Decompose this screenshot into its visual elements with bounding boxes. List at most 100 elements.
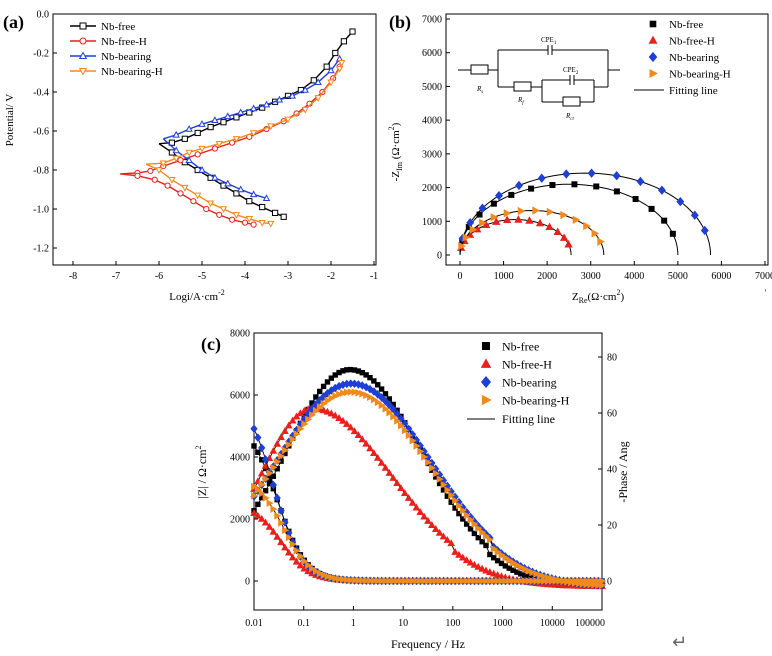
- panel-c-impedance-point: [257, 514, 266, 522]
- panel-c-left-y-tick-label: 0: [245, 577, 250, 588]
- panel-c-phase-point: [564, 578, 572, 586]
- panel-c-phase-point: [514, 561, 522, 569]
- panel-c-phase-point: [381, 396, 390, 406]
- panel-c-legend-marker: [481, 394, 492, 406]
- panel-c-impedance-point: [292, 557, 301, 565]
- panel-a-data-point: [236, 185, 245, 193]
- panel-c-phase-point: [479, 528, 487, 537]
- panel-c-phase-point: [544, 573, 553, 582]
- panel-c-phase-point: [389, 473, 398, 481]
- panel-c-phase-point: [378, 401, 386, 410]
- panel-c-phase-point: [328, 394, 336, 402]
- panel-a-data-point: [216, 211, 223, 218]
- panel-a-data-point: [220, 119, 227, 126]
- panel-c-impedance-point: [386, 577, 394, 585]
- panel-b-y-tick-label: 4000: [422, 116, 442, 127]
- panel-b-data-point: [478, 203, 487, 213]
- panel-c-phase-point: [398, 421, 406, 430]
- panel-c-phase-point: [366, 444, 374, 452]
- panel-c-impedance-point: [471, 577, 479, 585]
- panel-c-phase-point: [583, 580, 591, 589]
- return-mark: ↵: [672, 632, 688, 653]
- panel-a-legend-label: Nb-bearing-H: [101, 66, 163, 78]
- panel-c-impedance-point: [266, 499, 274, 507]
- panel-c-phase-point: [254, 486, 263, 494]
- panel-c-phase-point: [377, 393, 386, 402]
- panel-c-phase-point: [408, 498, 417, 506]
- panel-c-phase-point: [436, 475, 444, 483]
- panel-b-data-point: [560, 210, 569, 220]
- panel-b-data-point: [476, 211, 483, 218]
- panel-c-label: (c): [201, 334, 221, 355]
- panel-c-impedance-point: [336, 575, 344, 583]
- panel-c-phase-point: [440, 480, 448, 489]
- panel-c-phase-point: [458, 553, 467, 561]
- panel-b-data-point: [669, 230, 676, 237]
- panel-a-data-point: [147, 167, 154, 175]
- panel-a-data-point: [194, 151, 201, 158]
- panel-c-impedance-point: [277, 506, 285, 515]
- panel-c-impedance-point: [282, 526, 290, 535]
- panel-c-phase-point: [281, 427, 289, 434]
- panel-c-phase-point: [382, 391, 389, 397]
- panel-c-phase-point: [312, 407, 321, 415]
- panel-a-data-point: [250, 221, 257, 228]
- panel-c-impedance-point: [405, 577, 413, 585]
- panel-a-data-point: [262, 100, 271, 108]
- panel-c-phase-point: [494, 557, 501, 564]
- panel-a-data-point: [249, 104, 258, 112]
- panel-c-impedance-point: [486, 577, 495, 585]
- panel-b-data-point: [465, 224, 472, 231]
- panel-c-impedance-point: [510, 577, 518, 585]
- panel-c-phase-point: [491, 555, 497, 561]
- panel-c-phase-point: [350, 427, 359, 435]
- panel-c-phase-point: [324, 379, 331, 385]
- panel-c-phase-point: [470, 560, 479, 568]
- panel-c-impedance-point: [398, 577, 406, 585]
- panel-c-phase-point: [277, 433, 285, 441]
- panel-c-phase-point: [440, 487, 447, 493]
- panel-c-phase-point: [316, 403, 324, 411]
- panel-c-impedance-point: [265, 522, 274, 530]
- panel-b-data-point: [559, 233, 569, 241]
- panel-c-impedance-point: [425, 577, 433, 585]
- panel-c-phase-point: [467, 515, 475, 524]
- panel-b-legend-marker: [648, 51, 658, 63]
- panel-b-data-point: [613, 188, 620, 195]
- panel-c-legend-label: Nb-bearing: [502, 376, 557, 390]
- panel-c-impedance-point: [288, 553, 297, 561]
- panel-c-phase-point: [278, 452, 286, 460]
- panel-c-phase-point: [421, 453, 429, 461]
- panel-c-phase-point: [479, 538, 485, 545]
- panel-c-impedance-point: [463, 577, 471, 585]
- panel-c-phase-point: [471, 530, 478, 537]
- panel-c-phase-point: [394, 417, 402, 425]
- panel-c-phase-point: [262, 475, 270, 483]
- panel-b-data-point: [492, 217, 501, 225]
- panel-c-left-y-axis-label: |Z| / Ω·cm2: [194, 445, 209, 498]
- panel-b-series: [456, 168, 711, 256]
- panel-c-impedance-point: [541, 577, 549, 585]
- panel-c-legend-marker: [480, 376, 492, 388]
- panel-b-data-point: [661, 217, 668, 224]
- panel-c-phase-point: [351, 388, 359, 396]
- panel-c-phase-point: [320, 383, 327, 390]
- panel-c-phase-point: [405, 424, 413, 434]
- panel-a-data-point: [272, 209, 279, 217]
- panel-c-right-y-axis-label: -Phase / Ang: [616, 441, 630, 502]
- panel-c-left-y-tick-label: 2000: [230, 515, 250, 526]
- panel-c-phase-point: [533, 570, 541, 578]
- panel-c-impedance-point: [347, 576, 355, 584]
- panel-b-data-point: [458, 241, 466, 251]
- panel-c-phase-point: [285, 440, 293, 449]
- panel-c-phase-point: [514, 569, 520, 575]
- panel-c-impedance-point: [277, 538, 285, 546]
- panel-a-x-ticks: -8 -7 -6 -5 -4 -3 -2 -1: [69, 261, 378, 282]
- panel-c-phase-point: [397, 484, 405, 492]
- panel-c-phase-point: [305, 415, 313, 424]
- panel-b-data-point: [690, 210, 699, 220]
- panel-c-impedance-point: [432, 577, 440, 585]
- panel-c-phase-point: [436, 480, 443, 487]
- panel-c-left-y-tick-label: 6000: [230, 391, 250, 402]
- panel-a-data-point: [181, 184, 189, 192]
